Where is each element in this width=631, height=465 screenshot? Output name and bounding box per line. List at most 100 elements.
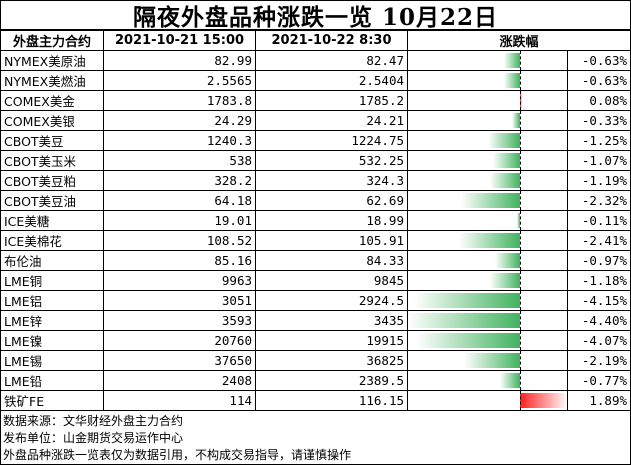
- prev-price: 328.2: [103, 170, 256, 191]
- prev-price: 37650: [103, 350, 256, 371]
- change-bar-negative: [458, 233, 520, 248]
- change-bar-positive: [519, 393, 567, 408]
- change-percent: -1.19%: [566, 170, 631, 191]
- zero-axis-line: [519, 211, 521, 230]
- curr-price: 9845: [255, 270, 408, 291]
- prev-price: 85.16: [103, 250, 256, 271]
- curr-price: 324.3: [255, 170, 408, 191]
- change-bar-cell: [407, 210, 568, 231]
- contract-name: ICE美棉花: [0, 230, 104, 251]
- change-percent: -1.25%: [566, 130, 631, 151]
- contract-name: LME锡: [0, 350, 104, 371]
- prev-price: 1240.3: [103, 130, 256, 151]
- change-bar-negative: [503, 73, 520, 88]
- contract-name: CBOT美豆油: [0, 190, 104, 211]
- zero-axis-line: [519, 51, 521, 70]
- zero-axis-line: [519, 351, 521, 370]
- change-bar-negative: [517, 213, 520, 228]
- change-percent: -2.19%: [566, 350, 631, 371]
- change-bar-negative: [489, 273, 520, 288]
- change-bar-cell: [407, 50, 568, 71]
- zero-axis-line: [519, 391, 521, 410]
- zero-axis-line: [519, 71, 521, 90]
- prev-price: 9963: [103, 270, 256, 291]
- table-row: NYMEX美原油 82.99 82.47 -0.63%: [0, 50, 631, 71]
- table-row: ICE美棉花 108.52 105.91 -2.41%: [0, 230, 631, 251]
- contract-name: COMEX美银: [0, 110, 104, 131]
- change-bar-cell: [407, 370, 568, 391]
- zero-axis-line: [519, 291, 521, 310]
- change-bar-negative: [416, 333, 520, 348]
- change-bar-negative: [511, 113, 520, 128]
- change-percent: -0.63%: [566, 70, 631, 91]
- curr-price: 2389.5: [255, 370, 408, 391]
- zero-axis-line: [519, 371, 521, 390]
- change-bar-negative: [408, 313, 520, 328]
- contract-name: LME铜: [0, 270, 104, 291]
- curr-price: 24.21: [255, 110, 408, 131]
- change-bar-negative: [488, 133, 520, 148]
- change-bar-cell: [407, 70, 568, 91]
- contract-name: 铁矿FE: [0, 390, 104, 411]
- contract-name: ICE美糖: [0, 210, 104, 231]
- contract-name: NYMEX美燃油: [0, 70, 104, 91]
- change-bar-negative: [495, 253, 520, 268]
- header-curr-time: 2021-10-22 8:30: [255, 30, 408, 51]
- table-row: CBOT美豆粕 328.2 324.3 -1.19%: [0, 170, 631, 191]
- curr-price: 62.69: [255, 190, 408, 211]
- header-change: 涨跌幅: [406, 30, 631, 51]
- curr-price: 2924.5: [255, 290, 408, 311]
- change-percent: -0.97%: [566, 250, 631, 271]
- curr-price: 84.33: [255, 250, 408, 271]
- prev-price: 20760: [103, 330, 256, 351]
- contract-name: NYMEX美原油: [0, 50, 104, 71]
- change-percent: -4.15%: [566, 290, 631, 311]
- table-row: LME铜 9963 9845 -1.18%: [0, 270, 631, 291]
- table-row: COMEX美银 24.29 24.21 -0.33%: [0, 110, 631, 131]
- change-bar-cell: [407, 90, 568, 111]
- contract-name: LME锌: [0, 310, 104, 331]
- prev-price: 3593: [103, 310, 256, 331]
- change-bar-negative: [489, 173, 520, 188]
- change-bar-cell: [407, 270, 568, 291]
- table-row: CBOT美玉米 538 532.25 -1.07%: [0, 150, 631, 171]
- table-row: LME锌 3593 3435 -4.40%: [0, 310, 631, 331]
- table-row: CBOT美豆 1240.3 1224.75 -1.25%: [0, 130, 631, 151]
- curr-price: 3435: [255, 310, 408, 331]
- curr-price: 2.5404: [255, 70, 408, 91]
- contract-name: LME铝: [0, 290, 104, 311]
- contract-name: LME铅: [0, 370, 104, 391]
- prev-price: 538: [103, 150, 256, 171]
- change-bar-cell: [407, 290, 568, 311]
- zero-axis-line: [519, 231, 521, 250]
- change-bar-cell: [407, 390, 568, 411]
- contract-name: CBOT美玉米: [0, 150, 104, 171]
- change-percent: 0.08%: [566, 90, 631, 111]
- change-bar-cell: [407, 110, 568, 131]
- prev-price: 64.18: [103, 190, 256, 211]
- contract-name: 布伦油: [0, 250, 104, 271]
- curr-price: 1224.75: [255, 130, 408, 151]
- table-row: 铁矿FE 114 116.15 1.89%: [0, 390, 631, 411]
- prev-price: 2.5565: [103, 70, 256, 91]
- contract-name: COMEX美金: [0, 90, 104, 111]
- table-row: LME铅 2408 2389.5 -0.77%: [0, 370, 631, 391]
- table-row: LME铝 3051 2924.5 -4.15%: [0, 290, 631, 311]
- prev-price: 114: [103, 390, 256, 411]
- contract-name: CBOT美豆粕: [0, 170, 104, 191]
- change-percent: -4.07%: [566, 330, 631, 351]
- zero-axis-line: [519, 171, 521, 190]
- prev-price: 1783.8: [103, 90, 256, 111]
- header-contract: 外盘主力合约: [0, 30, 104, 51]
- curr-price: 532.25: [255, 150, 408, 171]
- change-bar-negative: [464, 353, 520, 368]
- zero-axis-line: [519, 131, 521, 150]
- table-row: COMEX美金 1783.8 1785.2 0.08%: [0, 90, 631, 111]
- commodity-table: 外盘主力合约 2021-10-21 15:00 2021-10-22 8:30 …: [0, 30, 631, 411]
- curr-price: 116.15: [255, 390, 408, 411]
- table-body: NYMEX美原油 82.99 82.47 -0.63% NYMEX美燃油 2.5565 2.…: [0, 50, 631, 411]
- change-bar-cell: [407, 130, 568, 151]
- change-percent: -0.77%: [566, 370, 631, 391]
- table-row: 布伦油 85.16 84.33 -0.97%: [0, 250, 631, 271]
